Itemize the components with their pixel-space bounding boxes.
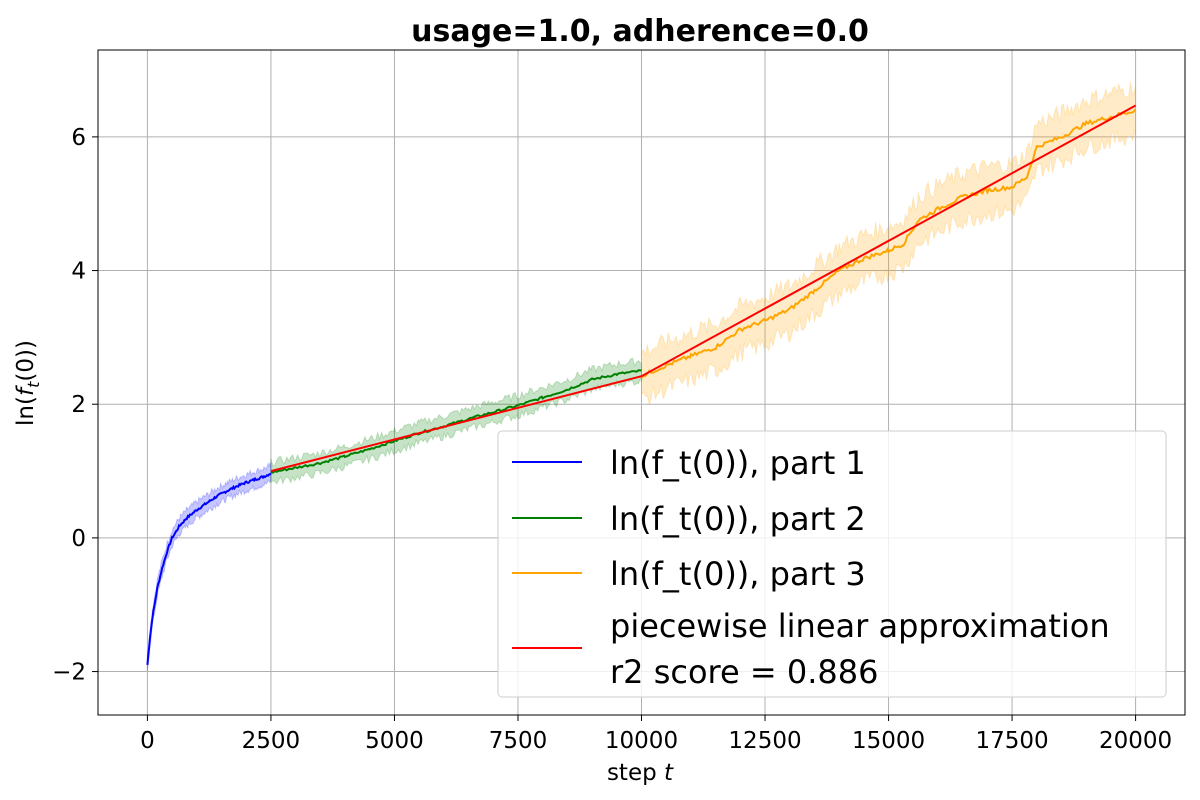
y-tick-label-0: −2 xyxy=(52,660,86,686)
legend-label-4-line2: r2 score = 0.886 xyxy=(610,653,878,691)
y-axis-ticks: −2 0 2 4 6 xyxy=(52,125,98,686)
series-lines xyxy=(146,104,1137,665)
x-tick-label-4: 10000 xyxy=(605,728,678,754)
legend-label-3: ln(f_t(0)), part 3 xyxy=(610,555,866,593)
legend-label-4: piecewise linear approximation xyxy=(610,607,1110,645)
x-tick-label-8: 20000 xyxy=(1099,728,1172,754)
legend-box xyxy=(497,430,1167,698)
y-axis-label: ln(ft(0)) xyxy=(13,340,43,426)
series-line-2 xyxy=(270,369,642,474)
y-tick-label-3: 4 xyxy=(71,259,86,285)
x-tick-label-7: 17500 xyxy=(975,728,1048,754)
series-band-3 xyxy=(641,81,1137,406)
series-band-1 xyxy=(146,462,272,672)
y-tick-label-4: 6 xyxy=(71,125,86,151)
x-axis-label: step t xyxy=(607,760,674,786)
series-line-3 xyxy=(640,108,1137,379)
legend-label-2: ln(f_t(0)), part 2 xyxy=(610,500,866,538)
y-tick-label-1: 0 xyxy=(71,526,86,552)
x-tick-label-6: 15000 xyxy=(852,728,925,754)
series-line-fit xyxy=(270,104,1137,473)
chart-title: usage=1.0, adherence=0.0 xyxy=(411,14,869,49)
x-tick-label-5: 12500 xyxy=(728,728,801,754)
legend: ln(f_t(0)), part 1 ln(f_t(0)), part 2 ln(f… xyxy=(497,430,1167,698)
x-tick-label-2: 5000 xyxy=(365,728,424,754)
series-line-1 xyxy=(146,472,272,665)
y-tick-label-2: 2 xyxy=(71,392,86,418)
x-tick-label-0: 0 xyxy=(140,728,155,754)
x-tick-label-1: 2500 xyxy=(242,728,301,754)
x-tick-label-3: 7500 xyxy=(489,728,548,754)
x-axis-ticks: 0 2500 5000 7500 10000 12500 15000 17500 20000 xyxy=(140,715,1172,754)
legend-label-1: ln(f_t(0)), part 1 xyxy=(610,444,866,482)
